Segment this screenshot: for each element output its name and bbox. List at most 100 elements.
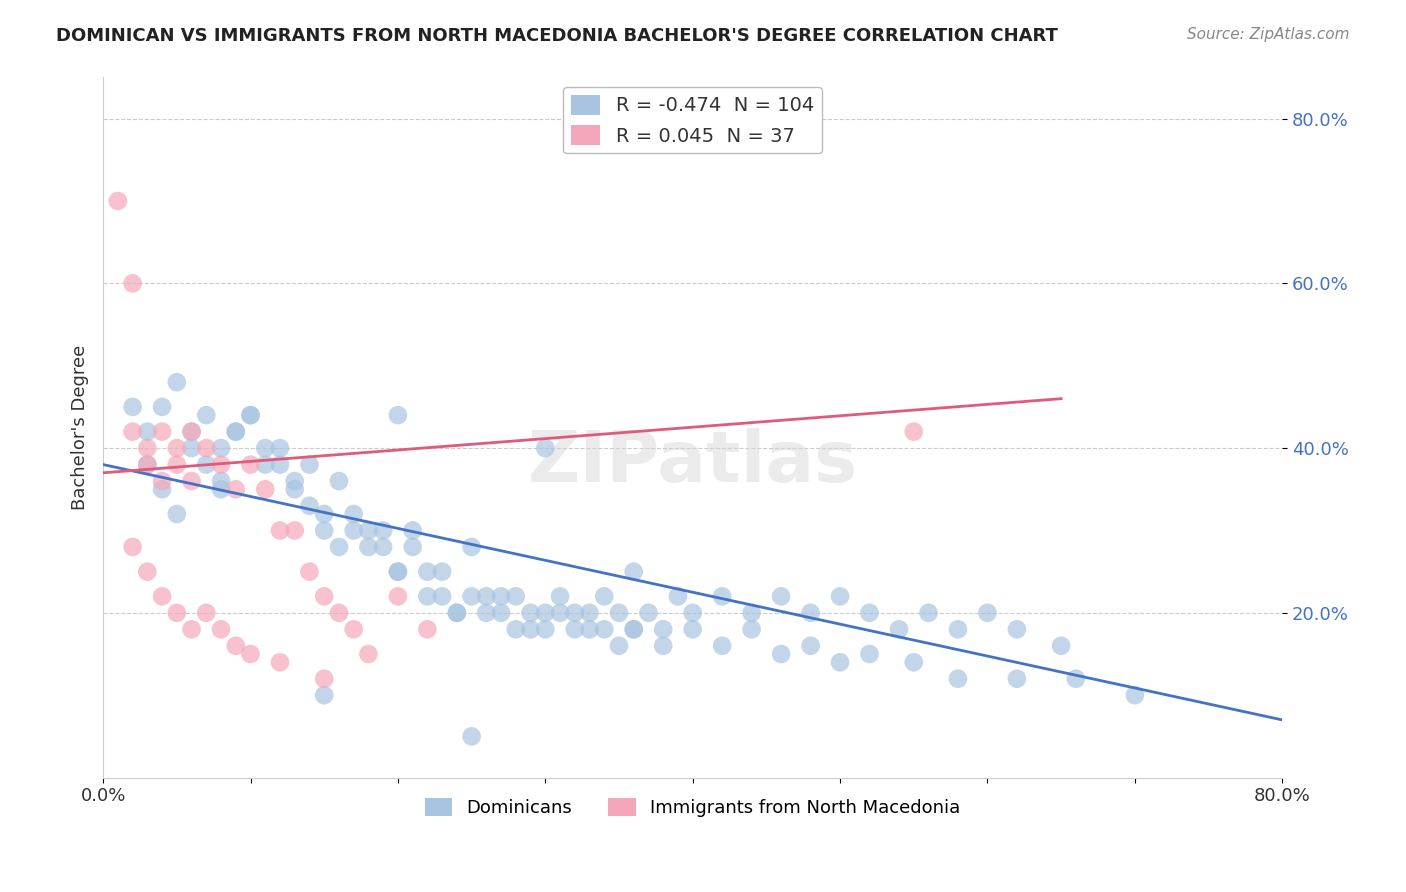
Text: Source: ZipAtlas.com: Source: ZipAtlas.com: [1187, 27, 1350, 42]
Point: [800, 639, 823, 653]
Point: [623, 622, 645, 636]
Point: [121, 277, 143, 291]
Point: [269, 524, 291, 538]
Point: [166, 606, 188, 620]
Point: [195, 606, 218, 620]
Point: [314, 688, 336, 702]
Point: [343, 507, 366, 521]
Point: [166, 507, 188, 521]
Point: [682, 606, 704, 620]
Point: [1050, 639, 1073, 653]
Point: [239, 408, 262, 422]
Point: [373, 524, 395, 538]
Point: [741, 622, 763, 636]
Point: [209, 458, 232, 472]
Text: DOMINICAN VS IMMIGRANTS FROM NORTH MACEDONIA BACHELOR'S DEGREE CORRELATION CHART: DOMINICAN VS IMMIGRANTS FROM NORTH MACED…: [56, 27, 1059, 45]
Point: [284, 524, 307, 538]
Point: [284, 474, 307, 488]
Point: [1064, 672, 1087, 686]
Point: [652, 639, 675, 653]
Point: [180, 425, 202, 439]
Point: [314, 507, 336, 521]
Point: [180, 622, 202, 636]
Point: [225, 425, 247, 439]
Point: [828, 655, 851, 669]
Point: [741, 606, 763, 620]
Point: [416, 565, 439, 579]
Point: [623, 565, 645, 579]
Point: [1005, 622, 1028, 636]
Point: [416, 622, 439, 636]
Y-axis label: Bachelor's Degree: Bachelor's Degree: [72, 345, 89, 510]
Point: [770, 647, 793, 661]
Point: [666, 590, 689, 604]
Point: [505, 622, 527, 636]
Point: [107, 194, 129, 208]
Point: [209, 622, 232, 636]
Point: [903, 655, 925, 669]
Point: [607, 606, 630, 620]
Point: [564, 606, 586, 620]
Point: [254, 441, 277, 455]
Point: [534, 441, 557, 455]
Point: [284, 483, 307, 497]
Point: [298, 458, 321, 472]
Point: [887, 622, 910, 636]
Point: [328, 474, 350, 488]
Point: [387, 565, 409, 579]
Point: [225, 639, 247, 653]
Point: [225, 483, 247, 497]
Point: [475, 606, 498, 620]
Point: [314, 672, 336, 686]
Point: [269, 655, 291, 669]
Point: [401, 540, 423, 554]
Point: [430, 590, 453, 604]
Point: [314, 524, 336, 538]
Point: [682, 622, 704, 636]
Point: [460, 590, 482, 604]
Point: [858, 606, 880, 620]
Legend: Dominicans, Immigrants from North Macedonia: Dominicans, Immigrants from North Macedo…: [418, 790, 967, 824]
Point: [195, 458, 218, 472]
Point: [373, 540, 395, 554]
Point: [328, 540, 350, 554]
Point: [239, 408, 262, 422]
Point: [387, 408, 409, 422]
Point: [607, 639, 630, 653]
Point: [460, 730, 482, 744]
Point: [357, 647, 380, 661]
Point: [946, 672, 969, 686]
Point: [903, 425, 925, 439]
Point: [976, 606, 998, 620]
Point: [578, 606, 600, 620]
Point: [357, 540, 380, 554]
Point: [623, 622, 645, 636]
Point: [136, 441, 159, 455]
Point: [136, 565, 159, 579]
Point: [387, 590, 409, 604]
Point: [593, 622, 616, 636]
Point: [828, 590, 851, 604]
Point: [489, 590, 512, 604]
Point: [121, 540, 143, 554]
Point: [387, 565, 409, 579]
Point: [711, 590, 734, 604]
Point: [269, 441, 291, 455]
Point: [858, 647, 880, 661]
Point: [136, 458, 159, 472]
Point: [519, 622, 541, 636]
Point: [637, 606, 659, 620]
Point: [195, 408, 218, 422]
Point: [136, 425, 159, 439]
Point: [136, 458, 159, 472]
Point: [239, 647, 262, 661]
Point: [534, 606, 557, 620]
Point: [180, 474, 202, 488]
Point: [1123, 688, 1146, 702]
Point: [800, 606, 823, 620]
Point: [401, 524, 423, 538]
Point: [166, 441, 188, 455]
Text: ZIPatlas: ZIPatlas: [527, 428, 858, 497]
Point: [239, 458, 262, 472]
Point: [548, 590, 571, 604]
